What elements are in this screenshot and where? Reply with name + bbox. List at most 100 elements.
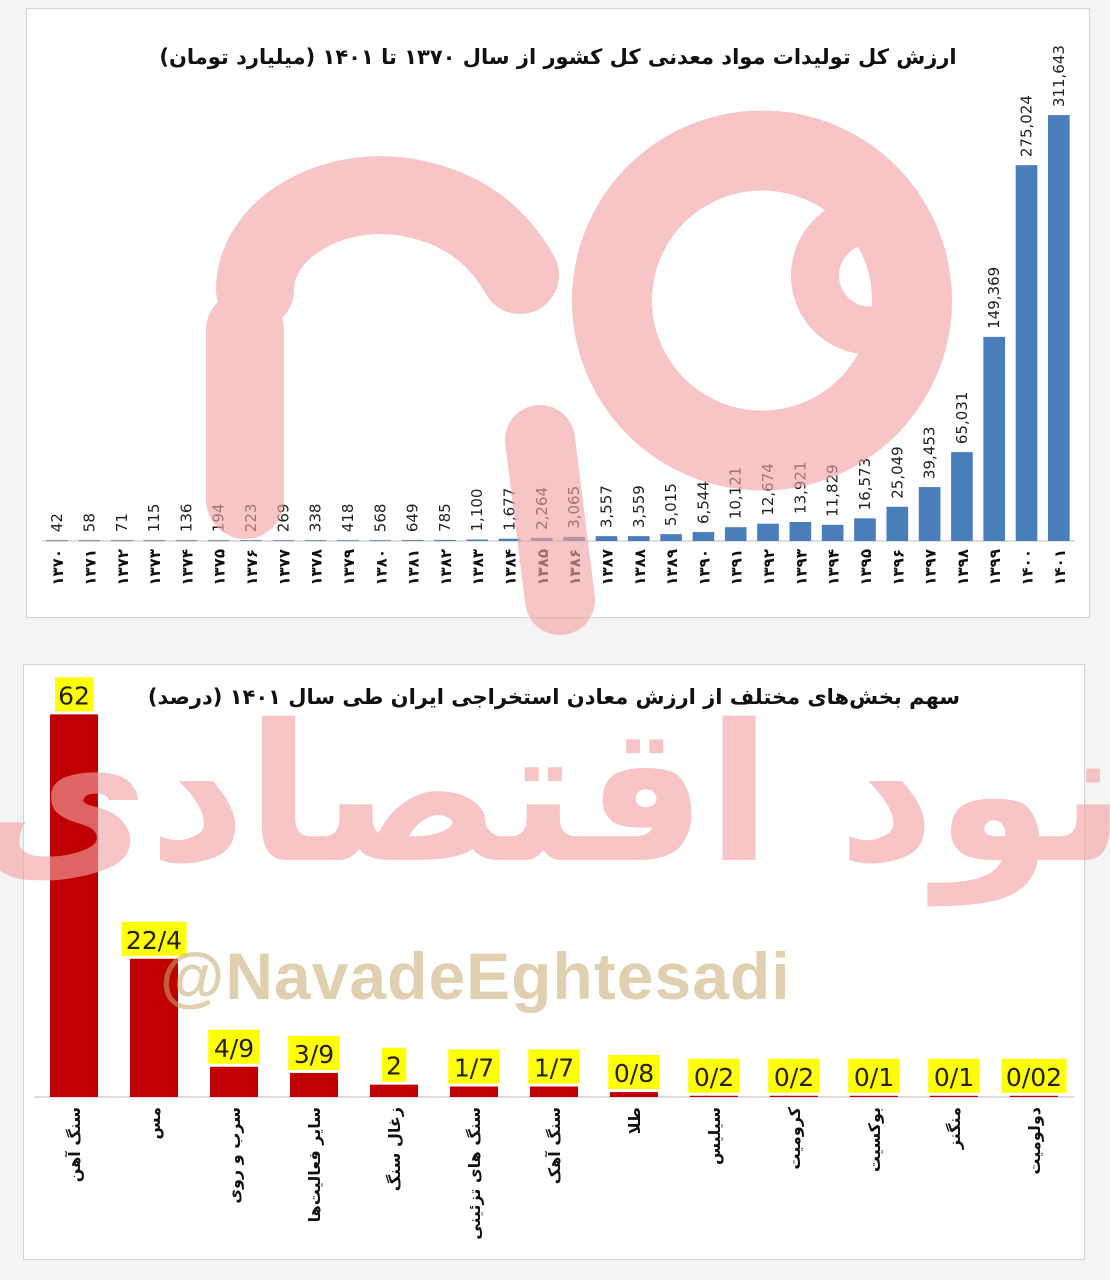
category-tick-label: ۱۳۹۵ (857, 549, 875, 586)
data-label: 1/7 (454, 1054, 494, 1083)
bar (850, 1095, 898, 1097)
category-tick-label: سایر فعالیت‌ها (305, 1107, 324, 1222)
category-tick-label: ۱۴۰۱ (1051, 549, 1069, 586)
data-label: 223 (242, 504, 260, 533)
bar (531, 537, 553, 541)
bar (369, 540, 392, 541)
data-label: 1,100 (468, 489, 486, 532)
category-tick-label: ۱۳۷۹ (340, 549, 358, 586)
data-label: 0/02 (1006, 1063, 1062, 1092)
category-tick-label: ۱۳۸۳ (469, 549, 487, 586)
data-label-background (121, 921, 187, 956)
data-label: 2,264 (533, 487, 551, 530)
data-label: 3,559 (630, 485, 648, 528)
category-tick-label: ۱۳۸۲ (437, 549, 455, 586)
bar (692, 532, 715, 541)
category-tick-label: ۱۳۹۱ (728, 549, 746, 586)
data-label: 338 (307, 504, 325, 533)
data-label: 0/1 (854, 1063, 894, 1092)
category-tick-label: ۱۳۷۱ (81, 549, 99, 586)
category-tick-label: ۱۳۷۸ (308, 549, 326, 586)
category-tick-label: ۱۳۹۹ (986, 549, 1004, 586)
data-label: 12,674 (759, 463, 777, 515)
data-label-background (208, 1029, 260, 1064)
category-tick-label: طلا (625, 1107, 644, 1134)
data-label: 16,573 (856, 458, 874, 511)
bar (660, 534, 682, 541)
category-tick-label: دولومیت (1025, 1107, 1044, 1175)
data-label: 3,065 (565, 486, 583, 529)
bar (272, 540, 295, 541)
data-label: 5,015 (662, 483, 680, 526)
sector-share-bar-chart: 62 سنگ آهن 22/4 مس 4/9 سرب و روی 3/9 سایر فعالی… (34, 677, 1074, 1240)
data-label: 649 (404, 503, 422, 532)
category-tick-label: ۱۳۹۸ (954, 549, 972, 586)
data-label-background (1001, 1058, 1067, 1093)
category-tick-label: مس (145, 1107, 164, 1140)
data-label: 149,369 (985, 267, 1003, 329)
data-label: 6,544 (694, 481, 712, 524)
category-tick-label: ۱۳۸۹ (663, 549, 681, 586)
category-tick-label: سنگ آهن (64, 1107, 84, 1182)
category-tick-label: ۱۳۷۰ (49, 549, 67, 586)
category-tick-label: ۱۳۸۷ (598, 549, 616, 586)
bar (50, 714, 98, 1097)
category-tick-label: ۱۳۹۷ (922, 549, 940, 586)
data-label: 0/2 (774, 1063, 814, 1092)
category-tick-label: ۱۳۷۵ (211, 549, 229, 586)
data-label-background (608, 1055, 660, 1090)
bar (1015, 165, 1038, 542)
category-tick-label: ۱۳۹۳ (792, 549, 810, 586)
bar (930, 1095, 978, 1097)
bar (434, 539, 456, 541)
category-tick-label: سرب و روی (225, 1107, 244, 1204)
data-label: 0/8 (614, 1059, 654, 1088)
category-tick-label: سیلیس (705, 1107, 724, 1165)
category-tick-label: ۱۳۸۵ (534, 549, 552, 586)
data-label: 10,121 (727, 467, 745, 520)
bar (854, 518, 876, 541)
category-tick-label: ۱۳۹۴ (825, 549, 843, 586)
data-label: 58 (80, 513, 98, 532)
bar (466, 539, 489, 541)
category-tick-label: ۱۳۹۰ (695, 549, 713, 586)
data-label: 2 (386, 1052, 402, 1081)
data-label: 42 (48, 513, 66, 532)
bar (337, 540, 359, 541)
bar (918, 487, 941, 541)
data-label: 115 (145, 504, 163, 533)
data-label: 22/4 (126, 926, 182, 955)
bar (563, 536, 585, 541)
category-tick-label: کرومیت (785, 1106, 804, 1169)
category-tick-label: بوکسیت (865, 1107, 884, 1172)
data-label: 194 (210, 504, 228, 533)
bar (886, 506, 909, 541)
category-tick-label: ۱۳۷۲ (114, 549, 132, 586)
bar (175, 540, 198, 541)
bar (370, 1084, 418, 1097)
category-tick-label: ۱۳۸۸ (631, 549, 649, 586)
data-label: 275,024 (1018, 95, 1036, 157)
data-label: 1,677 (501, 488, 519, 531)
data-label: 311,643 (1050, 45, 1068, 107)
chart-title: سهم بخش‌های مختلف از ارزش معادن استخراجی… (147, 685, 961, 709)
bar (724, 527, 747, 541)
bar (627, 536, 650, 541)
category-tick-label: ۱۳۹۶ (889, 549, 907, 586)
bar (757, 523, 779, 541)
category-tick-label: ۱۳۷۴ (178, 549, 196, 586)
bar (595, 536, 618, 541)
category-tick-label: ۱۴۰۰ (1019, 549, 1037, 586)
bar (46, 540, 68, 541)
category-tick-label: ۱۳۸۰ (372, 549, 390, 586)
total-value-bar-chart: 42 ۱۳۷۰ 58 ۱۳۷۱ 71 ۱۳۷۲ 115 ۱۳۷۳ 136 ۱۳۷۴ 194 ۱۳۷۵ 2… (41, 45, 1075, 586)
data-label-background (848, 1058, 900, 1093)
data-label: 3/9 (294, 1040, 334, 1069)
bar (821, 524, 844, 541)
bar (690, 1095, 738, 1097)
category-tick-label: ۱۳۸۱ (405, 549, 423, 586)
data-label-background (928, 1058, 980, 1093)
bar (530, 1086, 578, 1097)
data-label: 25,049 (888, 446, 906, 499)
data-label: 269 (274, 504, 292, 533)
